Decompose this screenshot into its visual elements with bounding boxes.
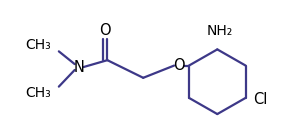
Text: Cl: Cl (253, 92, 268, 107)
Text: O: O (99, 23, 111, 38)
Text: NH₂: NH₂ (206, 24, 232, 38)
Text: CH₃: CH₃ (25, 38, 51, 52)
Text: N: N (73, 60, 84, 75)
Text: CH₃: CH₃ (25, 85, 51, 99)
Text: O: O (173, 58, 185, 73)
